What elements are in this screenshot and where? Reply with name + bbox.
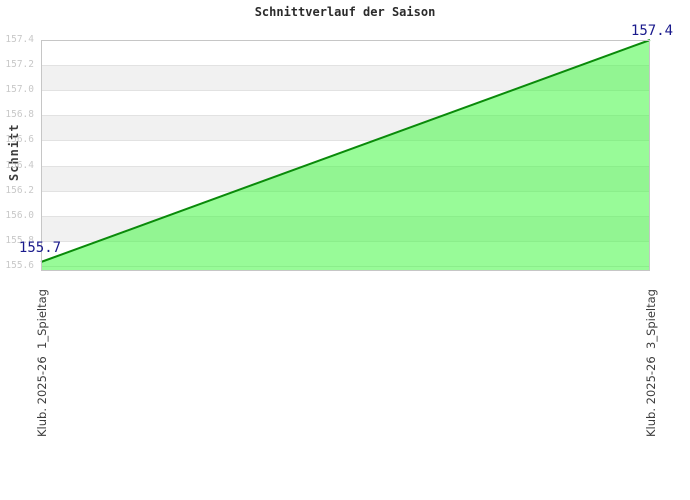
- x-category-label-2: Klub. 2025-26 3_Spieltag: [644, 289, 658, 437]
- y-tick-label: 156.8: [5, 109, 34, 120]
- x-category-label-1: Klub. 2025-26 1_Spieltag: [35, 289, 49, 437]
- y-tick-label: 155.6: [5, 260, 34, 271]
- y-tick-label: 156.0: [5, 210, 34, 221]
- plot-border: [41, 40, 650, 271]
- series-area-fill: [41, 40, 650, 271]
- y-tick-label: 156.2: [5, 185, 34, 196]
- chart-title: Schnittverlauf der Saison: [254, 5, 436, 19]
- y-tick-label: 155.8: [5, 235, 34, 246]
- y-axis-title: Schnitt: [7, 123, 21, 181]
- series-line: [40, 39, 651, 263]
- y-tick-label: 157.4: [5, 34, 34, 45]
- point-value-label-end: 157.4: [630, 23, 674, 39]
- y-tick-label: 157.2: [5, 59, 34, 70]
- y-tick-label: 157.0: [5, 84, 34, 95]
- y-tick-label: 156.6: [5, 134, 34, 145]
- y-tick-label: 156.4: [5, 160, 34, 171]
- point-value-label-start: 155.7: [18, 240, 62, 256]
